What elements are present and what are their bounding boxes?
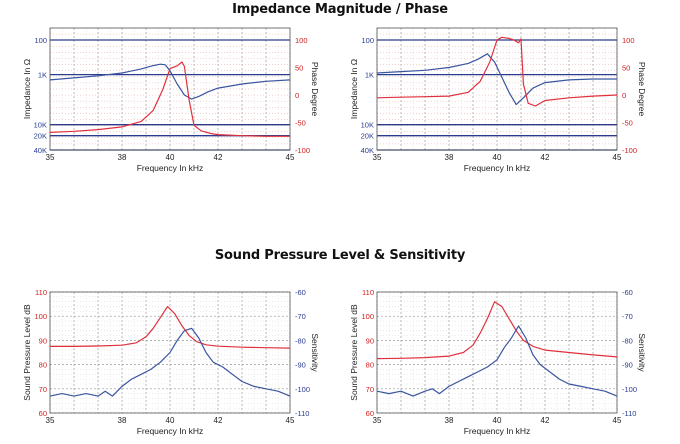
y-tick-label-right: 50 (622, 64, 630, 73)
x-tick-label: 45 (613, 153, 622, 162)
y-tick-label-right: -50 (622, 119, 633, 128)
y-tick-label-right: -100 (622, 146, 637, 155)
series-line-sensitivity (376, 325, 618, 397)
x-tick-label: 45 (286, 416, 295, 425)
x-tick-label: 42 (214, 416, 223, 425)
y-tick-label-left: 80 (366, 361, 374, 370)
y-tick-label-left: 100 (34, 36, 47, 45)
y-tick-label-left: 100 (361, 312, 374, 321)
x-tick-label: 40 (493, 153, 502, 162)
y-axis-label-left: Impedance In Ω (349, 59, 359, 119)
imp-right-chart: 100 1K 10K 20K 40K 100 50 0 -50 -100 35 38 40 42 45 Fre… (349, 27, 647, 173)
y-axis-label-left: Sound Pressure Level dB (22, 304, 32, 401)
y-tick-label-left: 1K (38, 71, 47, 80)
x-axis-label: Frequency In kHz (137, 163, 204, 173)
series-line-spl (376, 301, 618, 360)
y-tick-label-right: 50 (295, 64, 303, 73)
x-tick-label: 45 (286, 153, 295, 162)
x-tick-label: 35 (46, 153, 55, 162)
y-tick-label-left: 90 (39, 336, 47, 345)
y-tick-label-left: 10K (34, 121, 47, 130)
y-tick-label-right: -80 (295, 336, 306, 345)
x-axis-label: Frequency In kHz (137, 426, 204, 436)
x-tick-label: 42 (541, 153, 550, 162)
y-tick-label-left: 110 (362, 288, 374, 297)
y-tick-label-left: 40K (361, 146, 374, 155)
y-tick-label-right: -70 (295, 312, 306, 321)
y-tick-label-left: 110 (35, 288, 47, 297)
y-tick-label-left: 60 (366, 409, 374, 418)
y-tick-label-left: 90 (366, 336, 374, 345)
spl-left-chart: 110 100 90 80 70 60 -60 -70 -80 -90 -100 -110 35 38 40… (22, 288, 320, 436)
y-tick-label-left: 20K (34, 132, 47, 141)
y-tick-label-right: 0 (295, 91, 299, 100)
y-tick-label-left: 1K (365, 71, 374, 80)
x-tick-label: 35 (373, 153, 382, 162)
series-line-impedance (376, 53, 617, 106)
y-tick-label-right: -70 (622, 312, 633, 321)
y-tick-label-right: 0 (622, 91, 626, 100)
x-tick-label: 45 (613, 416, 622, 425)
series-line-spl (50, 305, 291, 349)
series-line-phase (49, 61, 290, 137)
y-tick-label-right: -100 (295, 146, 310, 155)
y-tick-label-right: -90 (622, 361, 633, 370)
x-tick-label: 38 (445, 416, 454, 425)
series-line-phase (376, 36, 618, 107)
y-axis-label-right: Sensitivity (637, 333, 647, 372)
impedance-section-title: Impedance Magnitude / Phase (232, 2, 448, 17)
y-tick-label-right: -100 (622, 385, 637, 394)
y-tick-label-right: -60 (622, 288, 633, 297)
x-tick-label: 40 (166, 416, 175, 425)
plot-frame (376, 27, 618, 151)
x-tick-label: 35 (373, 416, 382, 425)
plot-frame (49, 291, 291, 414)
x-tick-label: 42 (541, 416, 550, 425)
y-tick-label-right: -110 (622, 409, 636, 418)
y-tick-label-right: 100 (622, 36, 635, 45)
x-tick-label: 40 (493, 416, 502, 425)
y-axis-label-right: Phase Degree (637, 62, 647, 117)
y-axis-label-right: Phase Degree (310, 62, 320, 117)
x-tick-label: 38 (118, 153, 127, 162)
y-tick-label-right: -50 (295, 119, 306, 128)
y-tick-label-left: 60 (39, 409, 47, 418)
x-tick-label: 42 (214, 153, 223, 162)
y-tick-label-left: 10K (361, 121, 374, 130)
y-tick-label-right: -100 (295, 385, 310, 394)
y-tick-label-left: 100 (361, 36, 374, 45)
x-axis-label: Frequency In kHz (464, 426, 531, 436)
spl-section-title: Sound Pressure Level & Sensitivity (214, 248, 466, 263)
plot-frame (49, 27, 291, 151)
x-tick-label: 38 (118, 416, 127, 425)
spl-right-chart: 110 100 90 80 70 60 -60 -70 -80 -90 -100 -110 35 38 40… (349, 288, 647, 436)
y-tick-label-right: -80 (622, 336, 633, 345)
y-tick-label-left: 70 (39, 385, 47, 394)
series-line-impedance (49, 63, 291, 100)
y-tick-label-right: -110 (295, 409, 309, 418)
imp-left-chart: 100 1K 10K 20K 40K 100 50 0 -50 -100 35 38 40 42 45 Fre… (22, 27, 320, 173)
y-axis-label-left: Impedance In Ω (22, 59, 32, 119)
y-tick-label-left: 20K (361, 132, 374, 141)
plot-frame (376, 291, 618, 414)
y-tick-label-right: -60 (295, 288, 306, 297)
x-tick-label: 35 (46, 416, 55, 425)
x-tick-label: 38 (445, 153, 454, 162)
y-tick-label-left: 40K (34, 146, 47, 155)
y-tick-label-right: 100 (295, 36, 308, 45)
y-axis-label-left: Sound Pressure Level dB (349, 304, 359, 401)
y-tick-label-right: -90 (295, 361, 306, 370)
y-tick-label-left: 70 (366, 385, 374, 394)
x-tick-label: 40 (166, 153, 175, 162)
series-line-sensitivity (49, 327, 291, 397)
y-tick-label-left: 80 (39, 361, 47, 370)
x-axis-label: Frequency In kHz (464, 163, 531, 173)
y-axis-label-right: Sensitivity (310, 333, 320, 372)
y-tick-label-left: 100 (34, 312, 47, 321)
